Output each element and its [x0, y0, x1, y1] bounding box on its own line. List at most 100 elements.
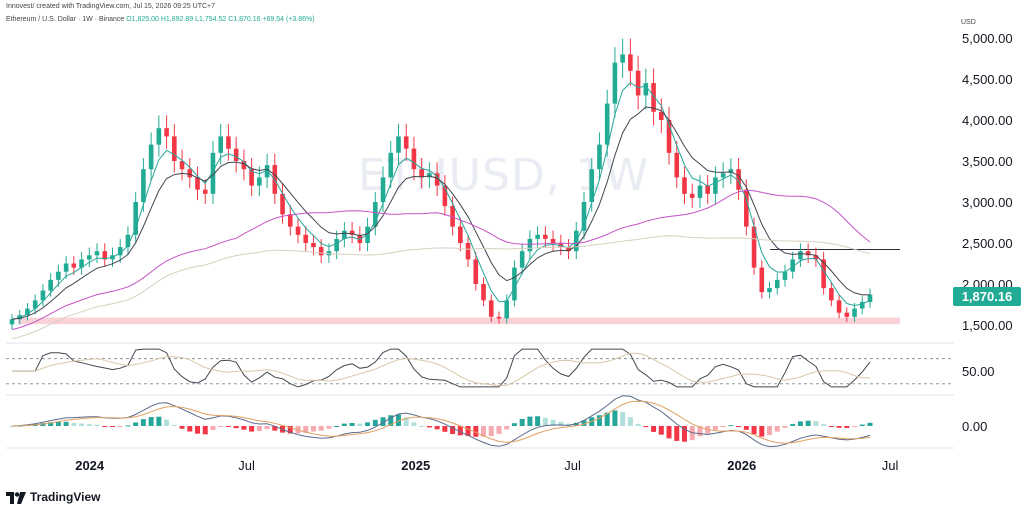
macd-histogram-bar — [171, 424, 177, 426]
macd-histogram-bar — [473, 426, 479, 437]
macd-histogram-bar — [318, 426, 324, 431]
macd-histogram-bar — [334, 425, 340, 427]
candle — [233, 148, 239, 161]
candle — [117, 247, 123, 256]
candle — [396, 136, 401, 153]
macd-histogram-bar — [249, 426, 255, 432]
macd-histogram-bar — [233, 426, 239, 429]
candle — [488, 300, 494, 317]
macd-histogram-bar — [836, 426, 842, 428]
candle — [86, 255, 92, 260]
macd-histogram-bar — [179, 426, 185, 429]
candle — [465, 243, 471, 260]
macd-histogram-bar — [658, 426, 664, 435]
candle — [156, 128, 162, 145]
macd-histogram-bar — [581, 420, 587, 426]
macd-histogram-bar — [395, 414, 401, 426]
macd-histogram-bar — [457, 426, 463, 436]
macd-histogram-bar — [465, 426, 471, 436]
candle — [280, 193, 285, 215]
macd-histogram-bar — [527, 416, 533, 426]
y-tick-label: 4,500.00 — [962, 72, 1013, 87]
macd-histogram-bar — [612, 410, 618, 426]
candle — [133, 202, 138, 235]
macd-histogram-bar — [867, 422, 873, 426]
candle — [249, 169, 254, 186]
macd-histogram-bar — [434, 426, 440, 430]
candle — [813, 255, 819, 260]
candle — [867, 294, 873, 303]
candle — [767, 288, 772, 293]
macd-histogram-bar — [759, 426, 765, 437]
macd-histogram-bar — [426, 426, 432, 428]
macd-histogram-bar — [71, 423, 77, 426]
candle — [581, 202, 587, 231]
macd-histogram-bar — [558, 421, 564, 426]
macd-histogram-bar — [743, 426, 749, 430]
candle — [442, 185, 448, 207]
candle — [774, 279, 780, 289]
candle — [550, 238, 556, 243]
macd-histogram-bar — [627, 417, 633, 426]
candle — [241, 161, 247, 170]
candle — [597, 144, 602, 170]
candle — [543, 234, 548, 239]
candle — [179, 161, 185, 170]
candle — [527, 238, 533, 252]
macd-histogram-bar — [651, 426, 657, 432]
candle — [836, 300, 842, 313]
macd-histogram-bar — [63, 421, 69, 426]
macd-histogram-bar — [712, 426, 718, 430]
candle — [635, 70, 641, 96]
macd-histogram-bar — [79, 423, 85, 426]
macd-histogram-bar — [573, 422, 579, 426]
candle — [612, 62, 618, 104]
candle — [512, 267, 517, 301]
candle — [187, 169, 193, 178]
candle — [372, 202, 378, 227]
logo-text: TradingView — [30, 490, 101, 504]
tradingview-logo[interactable]: TradingView — [6, 490, 100, 504]
macd-histogram-bar — [55, 421, 61, 426]
candle — [342, 230, 347, 239]
macd-histogram-bar — [844, 426, 850, 428]
candle — [651, 83, 656, 112]
macd-histogram-bar — [241, 426, 247, 430]
macd-histogram-bar — [620, 411, 626, 426]
candle — [713, 177, 718, 194]
macd-histogram-bar — [674, 426, 680, 441]
candle — [79, 259, 84, 268]
macd-histogram-bar — [125, 425, 131, 427]
candle — [226, 136, 231, 149]
candle — [682, 177, 687, 194]
candle — [403, 136, 409, 149]
ohlc-values: O1,825.00 H1,892.89 L1,754.52 C1,870.16 … — [126, 16, 315, 23]
macd-histogram-bar — [287, 426, 293, 434]
candle — [32, 300, 38, 309]
candle — [620, 54, 625, 63]
macd-histogram-bar — [604, 412, 610, 426]
macd-histogram-bar — [481, 426, 487, 437]
candle — [218, 136, 224, 153]
macd-histogram-bar — [805, 420, 811, 426]
macd-histogram-bar — [349, 423, 355, 426]
candle — [56, 271, 61, 280]
candle — [458, 226, 463, 243]
macd-histogram-bar — [519, 418, 525, 426]
macd-histogram-bar — [542, 417, 548, 426]
macd-histogram-bar — [813, 421, 819, 426]
macd-histogram-bar — [767, 426, 773, 436]
macd-histogram-bar — [751, 426, 757, 435]
candle — [821, 259, 826, 289]
macd-histogram-bar — [681, 426, 687, 442]
macd-histogram-bar — [697, 426, 703, 437]
macd-histogram-bar — [218, 426, 224, 427]
macd-histogram-bar — [225, 426, 231, 427]
macd-histogram-bar — [264, 426, 270, 430]
x-tick-label: 2024 — [75, 458, 105, 473]
y-tick-label: 2,500.00 — [962, 236, 1013, 251]
candle — [411, 148, 417, 170]
macd-histogram-bar — [828, 426, 834, 427]
macd-line — [11, 395, 871, 448]
